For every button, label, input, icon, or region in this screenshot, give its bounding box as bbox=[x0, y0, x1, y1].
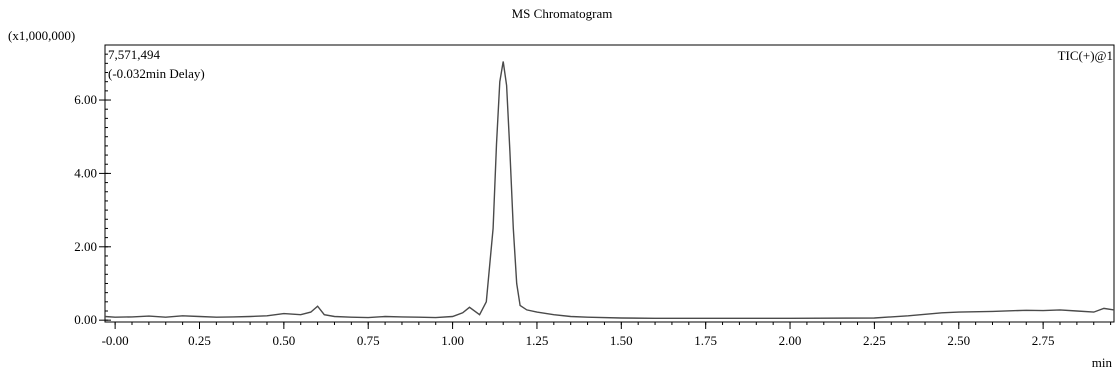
chart-title: MS Chromatogram bbox=[512, 6, 613, 21]
y-axis: 0.00 2.00 4.00 6.00 bbox=[74, 92, 111, 327]
y-tick-label: 2.00 bbox=[74, 239, 97, 254]
y-tick-label: 6.00 bbox=[74, 92, 97, 107]
x-tick-label: 1.50 bbox=[610, 333, 633, 348]
x-axis-unit-label: min bbox=[1092, 355, 1113, 370]
plot-frame bbox=[104, 44, 1115, 323]
tic-trace-line bbox=[104, 61, 1115, 319]
x-tick-label: 0.25 bbox=[188, 333, 211, 348]
x-tick-label: 0.50 bbox=[272, 333, 295, 348]
x-tick-label: 2.25 bbox=[863, 333, 886, 348]
x-tick-label: 2.00 bbox=[779, 333, 802, 348]
x-tick-label: 2.75 bbox=[1032, 333, 1055, 348]
y-tick-label: 0.00 bbox=[74, 312, 97, 327]
y-tick-label: 4.00 bbox=[74, 165, 97, 180]
x-tick-label: 0.75 bbox=[357, 333, 380, 348]
x-axis: -0.00 0.25 0.50 0.75 1.00 1.25 1.50 1.75 2.00 2.2… bbox=[102, 322, 1055, 348]
x-tick-label: 1.00 bbox=[441, 333, 464, 348]
x-tick-label: 1.75 bbox=[694, 333, 717, 348]
trace-label: TIC(+)@1 bbox=[1058, 48, 1113, 63]
minor-ticks bbox=[105, 44, 1112, 325]
x-tick-label: 1.25 bbox=[526, 333, 549, 348]
x-tick-label: -0.00 bbox=[102, 333, 129, 348]
x-tick-label: 2.50 bbox=[947, 333, 970, 348]
max-intensity-label: 7,571,494 bbox=[108, 47, 161, 62]
delay-label: (-0.032min Delay) bbox=[108, 66, 205, 81]
y-multiplier-label: (x1,000,000) bbox=[8, 28, 75, 43]
